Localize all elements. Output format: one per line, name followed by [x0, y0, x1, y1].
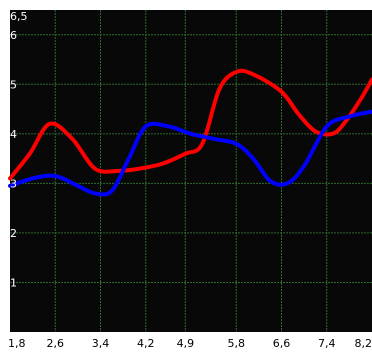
x-tick-label: 6,6	[273, 337, 291, 350]
x-axis-ticks: 1,8 2,6 3,4 4,2 4,9 5,8 6,6 7,4 8,2	[8, 337, 372, 350]
x-tick-label: 1,8	[8, 337, 26, 350]
y-tick-label: 1	[10, 276, 17, 289]
grid-lines	[10, 10, 372, 332]
series-line-2	[8, 109, 372, 197]
y-axis-ticks: 1 2 3 4 5 6 6,5	[10, 10, 28, 289]
series-lines	[8, 68, 372, 197]
y-tick-label: 6	[10, 29, 17, 42]
y-tick-label: 6,5	[10, 10, 28, 23]
x-tick-label: 2,6	[47, 337, 65, 350]
y-tick-label: 4	[10, 128, 17, 141]
series-line-1	[8, 68, 372, 181]
x-tick-label: 7,4	[318, 337, 336, 350]
x-tick-label: 4,9	[177, 337, 195, 350]
x-tick-label: 8,2	[355, 337, 372, 350]
x-tick-label: 4,2	[137, 337, 155, 350]
plot-background	[10, 10, 372, 332]
x-tick-label: 5,8	[228, 337, 246, 350]
y-tick-label: 5	[10, 78, 17, 91]
y-tick-label: 2	[10, 227, 17, 240]
y-tick-label: 3	[10, 177, 17, 190]
x-tick-label: 3,4	[92, 337, 110, 350]
